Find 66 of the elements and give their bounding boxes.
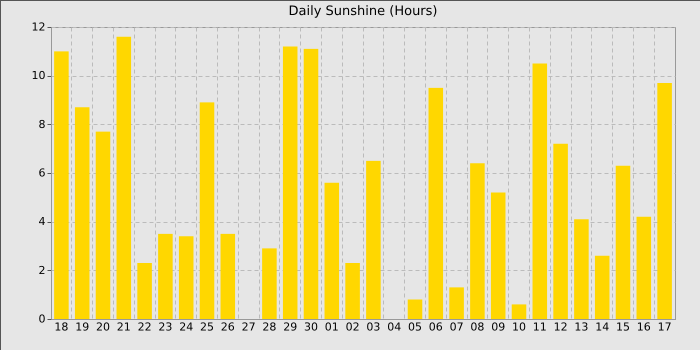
- bar: [428, 88, 444, 319]
- x-tick-label: 03: [366, 320, 380, 334]
- x-tick-label: 24: [179, 320, 194, 334]
- bar: [594, 256, 610, 319]
- x-tick-label: 22: [138, 320, 152, 334]
- x-tick-label: 15: [616, 320, 630, 334]
- x-tick-label: 26: [220, 320, 235, 334]
- y-tick-label: 6: [38, 166, 46, 180]
- bar: [490, 192, 506, 319]
- y-tick-label: 2: [38, 264, 46, 277]
- bar: [178, 236, 194, 319]
- x-tick-label: 07: [450, 320, 464, 334]
- x-tick-label: 13: [574, 320, 588, 334]
- bar: [449, 287, 464, 319]
- x-tick-label: 09: [491, 320, 506, 334]
- y-tick-label: 8: [38, 118, 46, 131]
- x-tick-label: 19: [75, 320, 90, 334]
- x-tick-label: 21: [116, 320, 131, 334]
- bar: [532, 64, 548, 319]
- x-tick-label: 16: [636, 320, 651, 334]
- bar: [158, 234, 173, 319]
- bar: [657, 82, 672, 319]
- x-tick-label: 08: [470, 320, 484, 334]
- bar: [262, 248, 277, 319]
- bar: [96, 132, 110, 319]
- bar: [408, 300, 422, 319]
- x-tick-label: 01: [324, 320, 339, 334]
- x-tick-label: 28: [262, 320, 276, 334]
- x-tick-label: 14: [595, 320, 610, 334]
- x-tick-label: 10: [512, 320, 526, 334]
- x-tick-label: 06: [428, 320, 443, 334]
- x-tick-label: 04: [387, 320, 402, 334]
- bar: [220, 234, 236, 319]
- x-tick-label: 30: [304, 320, 318, 334]
- x-tick-label: 11: [532, 320, 547, 334]
- bar: [304, 48, 318, 319]
- bar: [200, 102, 214, 319]
- bar: [74, 107, 90, 319]
- chart-title: Daily Sunshine (Hours): [288, 4, 438, 19]
- x-tick-label: 23: [158, 320, 172, 334]
- x-tick-label: 12: [554, 320, 568, 334]
- y-tick-label: 10: [32, 69, 46, 82]
- x-tick-label: 25: [200, 320, 214, 334]
- bar: [324, 182, 340, 319]
- bar: [345, 263, 360, 319]
- x-tick-label: 02: [346, 320, 360, 334]
- y-tick-label: 0: [38, 312, 46, 326]
- bar: [553, 144, 568, 319]
- bar: [116, 36, 132, 319]
- bar: [616, 166, 630, 319]
- x-tick-label: 20: [96, 320, 110, 334]
- y-tick-label: 12: [32, 20, 46, 34]
- x-tick-label: 29: [283, 320, 298, 334]
- bar: [137, 263, 152, 319]
- bar: [282, 46, 298, 319]
- x-tick-label: 27: [242, 320, 256, 334]
- x-tick-label: 17: [658, 320, 672, 334]
- bar: [512, 304, 526, 319]
- y-tick-label: 4: [38, 215, 46, 228]
- x-tick-label: 05: [408, 320, 422, 334]
- bar: [366, 160, 381, 319]
- x-tick-label: 18: [54, 320, 68, 334]
- bar: [54, 51, 69, 319]
- bar: [574, 219, 589, 319]
- bar: [470, 163, 485, 319]
- bar: [636, 216, 652, 319]
